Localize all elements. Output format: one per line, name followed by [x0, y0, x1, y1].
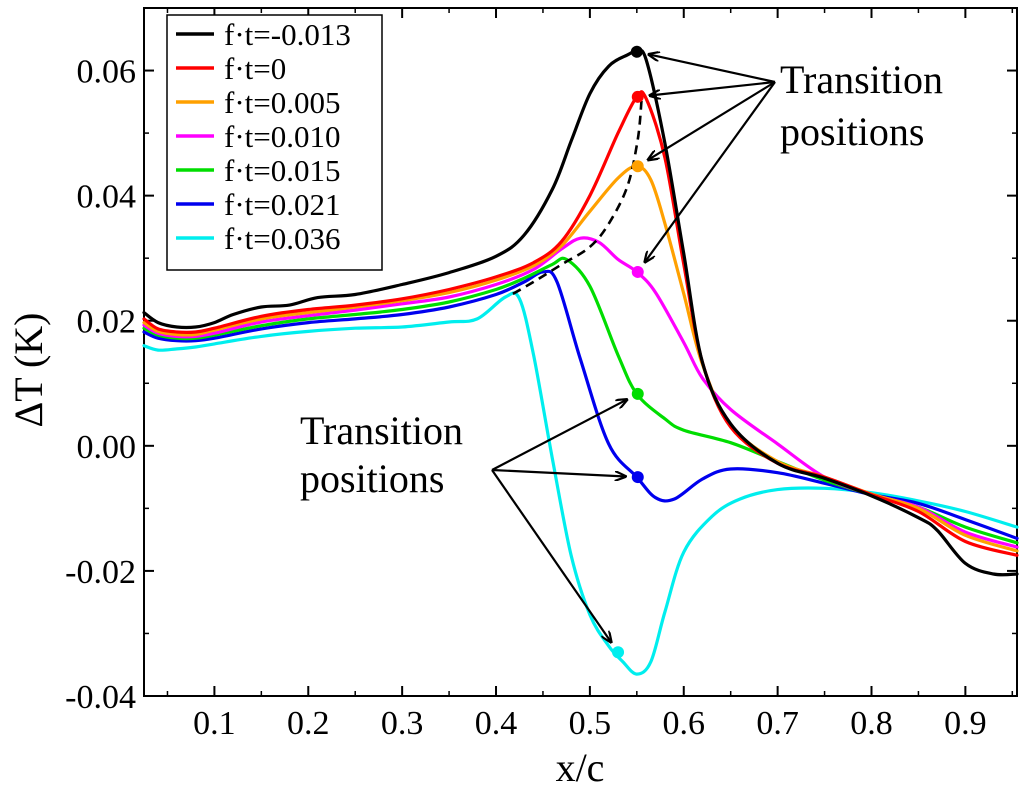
y-tick-label: 0.00 [77, 429, 137, 466]
transition-marker-3 [631, 265, 644, 278]
x-tick-label: 0.3 [381, 705, 424, 742]
legend-box [166, 14, 383, 271]
annotation-upper-arrow-3 [645, 81, 776, 262]
annotation-lower-line-0: Transition [300, 408, 463, 453]
x-tick-label: 0.9 [944, 705, 987, 742]
annotation-lower-arrow-1 [491, 468, 626, 477]
series-line-5 [142, 269, 1019, 540]
series-line-0 [142, 48, 1019, 577]
legend-label-1: f·t=0 [224, 51, 286, 86]
x-tick-label: 0.7 [756, 705, 799, 742]
y-tick-label: 0.06 [77, 54, 137, 91]
annotation-upper-arrow-1 [650, 80, 776, 96]
series-line-3 [142, 236, 1019, 549]
annotation-lower-arrow-2 [491, 469, 611, 642]
legend-label-6: f·t=0.036 [224, 221, 341, 256]
y-tick-label: 0.04 [77, 179, 137, 216]
annotation-upper-line-1: positions [780, 109, 924, 154]
series-layer [142, 45, 1019, 676]
transition-marker-4 [631, 387, 644, 400]
transition-marker-2 [631, 160, 644, 173]
transition-marker-0 [630, 45, 643, 58]
x-tick-label: 0.1 [193, 705, 236, 742]
legend-label-4: f·t=0.015 [224, 153, 341, 188]
annotation-upper-arrow-2 [648, 81, 776, 160]
x-axis-label: x/c [556, 745, 605, 787]
annotation-lower-line-1: positions [300, 456, 444, 501]
legend-label-5: f·t=0.021 [224, 187, 341, 222]
annotation-lower-arrow-0 [491, 399, 627, 471]
x-tick-label: 0.8 [850, 705, 893, 742]
y-axis-label: ΔT (K) [6, 313, 51, 428]
ticks-layer: 0.1 0.2 0.3 0.4 0.5 0.6 0.7 0.8 0.9 -0.04 -0.02 0.0… [65, 8, 1017, 742]
x-tick-label: 0.2 [287, 705, 330, 742]
legend-label-0: f·t=-0.013 [224, 17, 351, 52]
annotation-upper-line-0: Transition [780, 57, 943, 102]
x-tick-label: 0.5 [569, 705, 612, 742]
legend-label-2: f·t=0.005 [224, 85, 341, 120]
transition-marker-5 [631, 471, 644, 484]
series-line-6 [142, 291, 1019, 676]
annotation-upper-arrow-0 [649, 54, 776, 84]
transition-marker-6 [612, 646, 625, 659]
transition-marker-1 [631, 90, 644, 103]
x-tick-label: 0.6 [663, 705, 706, 742]
y-tick-label: -0.04 [65, 679, 136, 716]
y-tick-label: 0.02 [77, 304, 137, 341]
y-tick-label: -0.02 [65, 554, 136, 591]
legend-label-3: f·t=0.010 [224, 119, 341, 154]
legend: f·t=-0.013f·t=0f·t=0.005f·t=0.010f·t=0.0… [166, 14, 383, 271]
plot-frame [143, 7, 1018, 697]
x-tick-label: 0.4 [475, 705, 518, 742]
